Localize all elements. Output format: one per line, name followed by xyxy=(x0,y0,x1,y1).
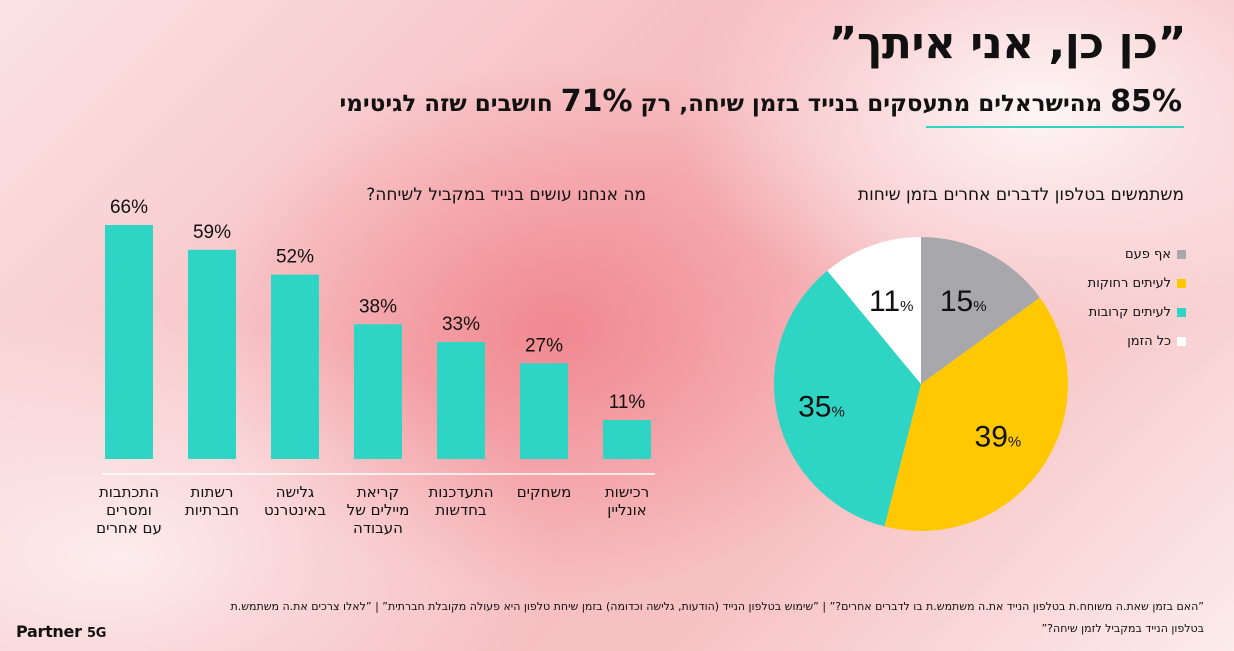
legend-item: לעיתים קרובות xyxy=(1088,298,1186,327)
subtitle-stat-2: 71 xyxy=(560,84,603,119)
pie-slice-label: 35% xyxy=(798,390,845,423)
pie-slice xyxy=(884,297,1069,531)
pie-legend: אף פעם לעיתים רחוקות לעיתים קרובות כל הז… xyxy=(1088,240,1186,356)
legend-item: לעיתים רחוקות xyxy=(1088,269,1186,298)
legend-swatch xyxy=(1177,279,1186,288)
legend-swatch xyxy=(1177,308,1186,317)
bar-value-label: 59% xyxy=(193,222,231,243)
bar xyxy=(271,274,319,459)
logo-5g: 5G xyxy=(86,626,107,641)
bar-category-label: גלישה באינטרנט xyxy=(264,483,326,519)
bar-chart-title: מה אנחנו עושים בנייד במקביל לשיחה? xyxy=(366,185,646,205)
footnote-line: בטלפון הנייד במקביל לזמן שיחה?” xyxy=(1041,622,1204,635)
legend-label: כל הזמן xyxy=(1127,334,1171,349)
pie-slice-label: 15% xyxy=(940,285,987,318)
subtitle-stat-1: 85 xyxy=(1110,84,1152,119)
bar-category-label: התעדכנות בחדשות xyxy=(428,483,494,519)
bar-value-label: 33% xyxy=(442,314,480,335)
bar xyxy=(437,342,485,459)
pie-slice-label: 39% xyxy=(975,420,1022,453)
bar xyxy=(603,420,651,459)
footnote: ”האם בזמן שאת.ה משוחח.ת בטלפון הנייד את.… xyxy=(104,596,1204,640)
subtitle-pct-2: % xyxy=(602,84,633,119)
bar-value-label: 52% xyxy=(276,247,314,268)
pie-slice xyxy=(827,237,921,384)
subtitle: 85% מהישראלים מתעסקים בנייד בזמן שיחה, ר… xyxy=(340,84,1182,119)
bar xyxy=(105,225,153,459)
bar xyxy=(354,324,402,459)
legend-label: לעיתים רחוקות xyxy=(1087,276,1171,291)
bar-category-label: רכישות אונליין xyxy=(604,483,650,519)
pie-chart-title: משתמשים בטלפון לדברים אחרים בזמן שיחות xyxy=(857,185,1184,205)
partner-logo: Partner 5G xyxy=(16,622,106,641)
bar-value-label: 38% xyxy=(359,296,397,317)
title-underline xyxy=(926,126,1184,128)
pie-slice-label: 11% xyxy=(869,285,914,318)
bar xyxy=(188,249,236,459)
logo-brand: Partner xyxy=(16,622,82,641)
legend-item: כל הזמן xyxy=(1088,327,1186,356)
pie-slice xyxy=(773,270,921,527)
main-title: ”כן כן, אני איתך” xyxy=(828,18,1187,69)
legend-swatch xyxy=(1177,250,1186,259)
pie-slice xyxy=(921,237,1040,384)
legend-label: אף פעם xyxy=(1124,247,1171,262)
bar-category-label: רשתות חברתיות xyxy=(184,483,240,519)
subtitle-text-mid: מהישראלים מתעסקים בנייד בזמן שיחה, רק xyxy=(632,91,1111,117)
bar-value-label: 66% xyxy=(110,197,148,218)
bar-category-label: התכתבות ומסרים עם אחרים xyxy=(96,483,162,537)
legend-item: אף פעם xyxy=(1088,240,1186,269)
subtitle-text-end: חושבים שזה לגיטימי xyxy=(339,91,561,117)
bar-value-label: 27% xyxy=(525,335,563,356)
legend-swatch xyxy=(1177,337,1186,346)
bar xyxy=(520,363,568,459)
legend-label: לעיתים קרובות xyxy=(1088,305,1171,320)
footnote-line: ”האם בזמן שאת.ה משוחח.ת בטלפון הנייד את.… xyxy=(230,600,1204,613)
bar-value-label: 11% xyxy=(609,392,646,413)
bar-category-label: קריאת מיילים של העבודה xyxy=(346,483,410,537)
bar-category-label: משחקים xyxy=(516,483,572,501)
subtitle-pct-1: % xyxy=(1151,84,1182,119)
